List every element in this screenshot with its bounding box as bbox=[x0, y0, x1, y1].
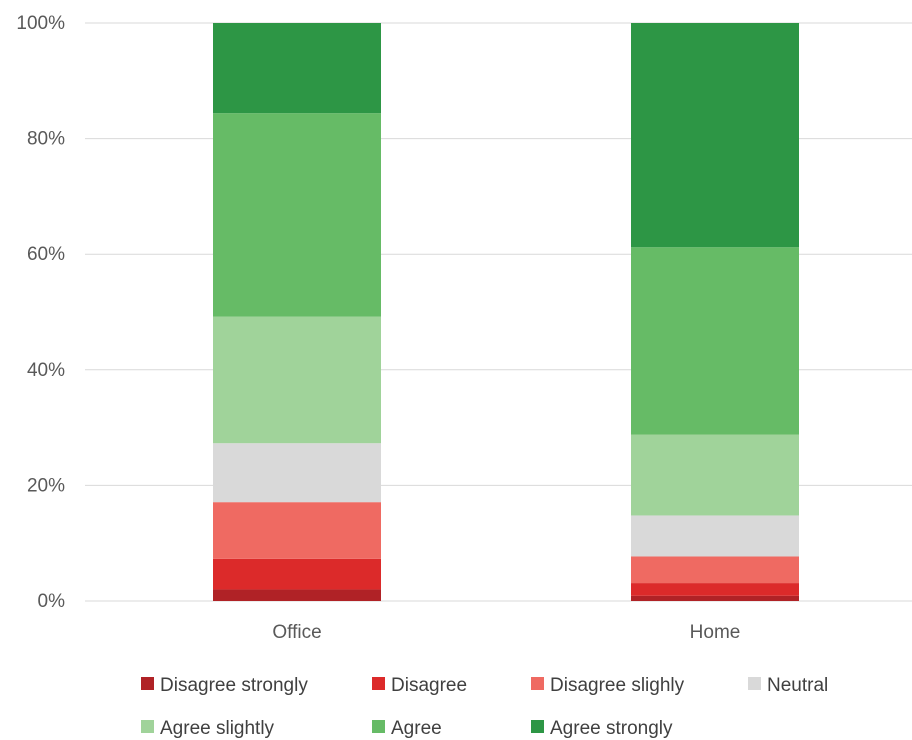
legend-label: Disagree strongly bbox=[160, 675, 308, 696]
legend-swatch bbox=[141, 677, 154, 690]
bar-segment-disagree-strongly bbox=[631, 595, 799, 601]
y-tick-label: 100% bbox=[16, 13, 65, 34]
bar-stack-home bbox=[631, 23, 799, 601]
legend-entry: Disagree strongly bbox=[141, 675, 308, 696]
legend-label: Agree slightly bbox=[160, 718, 275, 739]
legend-entry: Agree strongly bbox=[531, 718, 673, 739]
bar-segment-disagree-strongly bbox=[213, 589, 381, 601]
bar-segment-disagree bbox=[213, 558, 381, 590]
legend-label: Agree strongly bbox=[550, 718, 673, 739]
legend-label: Agree bbox=[391, 718, 442, 739]
y-tick-label: 40% bbox=[27, 360, 65, 381]
legend-entry: Disagree slighly bbox=[531, 675, 685, 696]
y-axis: 0% 20% 40% 60% 80% 100% bbox=[16, 13, 65, 612]
legend-label: Neutral bbox=[767, 675, 828, 696]
bar-segment-agree-strongly bbox=[631, 23, 799, 248]
legend-swatch bbox=[141, 720, 154, 733]
legend-label: Disagree bbox=[391, 675, 467, 696]
legend-swatch bbox=[748, 677, 761, 690]
legend-entry: Neutral bbox=[748, 675, 828, 696]
bar-segment-disagree-slighly bbox=[631, 556, 799, 584]
legend-swatch bbox=[372, 720, 385, 733]
bar-segment-agree-slightly bbox=[213, 316, 381, 444]
legend-swatch bbox=[531, 720, 544, 733]
bar-segment-neutral bbox=[631, 515, 799, 557]
bar-segment-agree bbox=[631, 247, 799, 435]
legend-swatch bbox=[531, 677, 544, 690]
x-category-label: Home bbox=[690, 622, 741, 643]
legend-entry: Disagree bbox=[372, 675, 467, 696]
y-tick-label: 60% bbox=[27, 244, 65, 265]
bar-segment-agree-slightly bbox=[631, 434, 799, 516]
legend: Disagree strongly Disagree Disagree slighl… bbox=[141, 675, 828, 739]
bar-segment-neutral bbox=[213, 443, 381, 503]
legend-swatch bbox=[372, 677, 385, 690]
x-axis: Office Home bbox=[272, 622, 740, 643]
bars bbox=[213, 23, 799, 601]
bar-segment-disagree-slighly bbox=[213, 502, 381, 559]
bar-stack-office bbox=[213, 23, 381, 601]
legend-entry: Agree slightly bbox=[141, 718, 275, 739]
y-tick-label: 20% bbox=[27, 475, 65, 496]
bar-segment-agree-strongly bbox=[213, 23, 381, 114]
y-tick-label: 0% bbox=[38, 591, 66, 612]
x-category-label: Office bbox=[272, 622, 321, 643]
legend-entry: Agree bbox=[372, 718, 442, 739]
bar-segment-disagree bbox=[631, 583, 799, 596]
bar-segment-agree bbox=[213, 113, 381, 317]
y-tick-label: 80% bbox=[27, 129, 65, 150]
legend-label: Disagree slighly bbox=[550, 675, 685, 696]
